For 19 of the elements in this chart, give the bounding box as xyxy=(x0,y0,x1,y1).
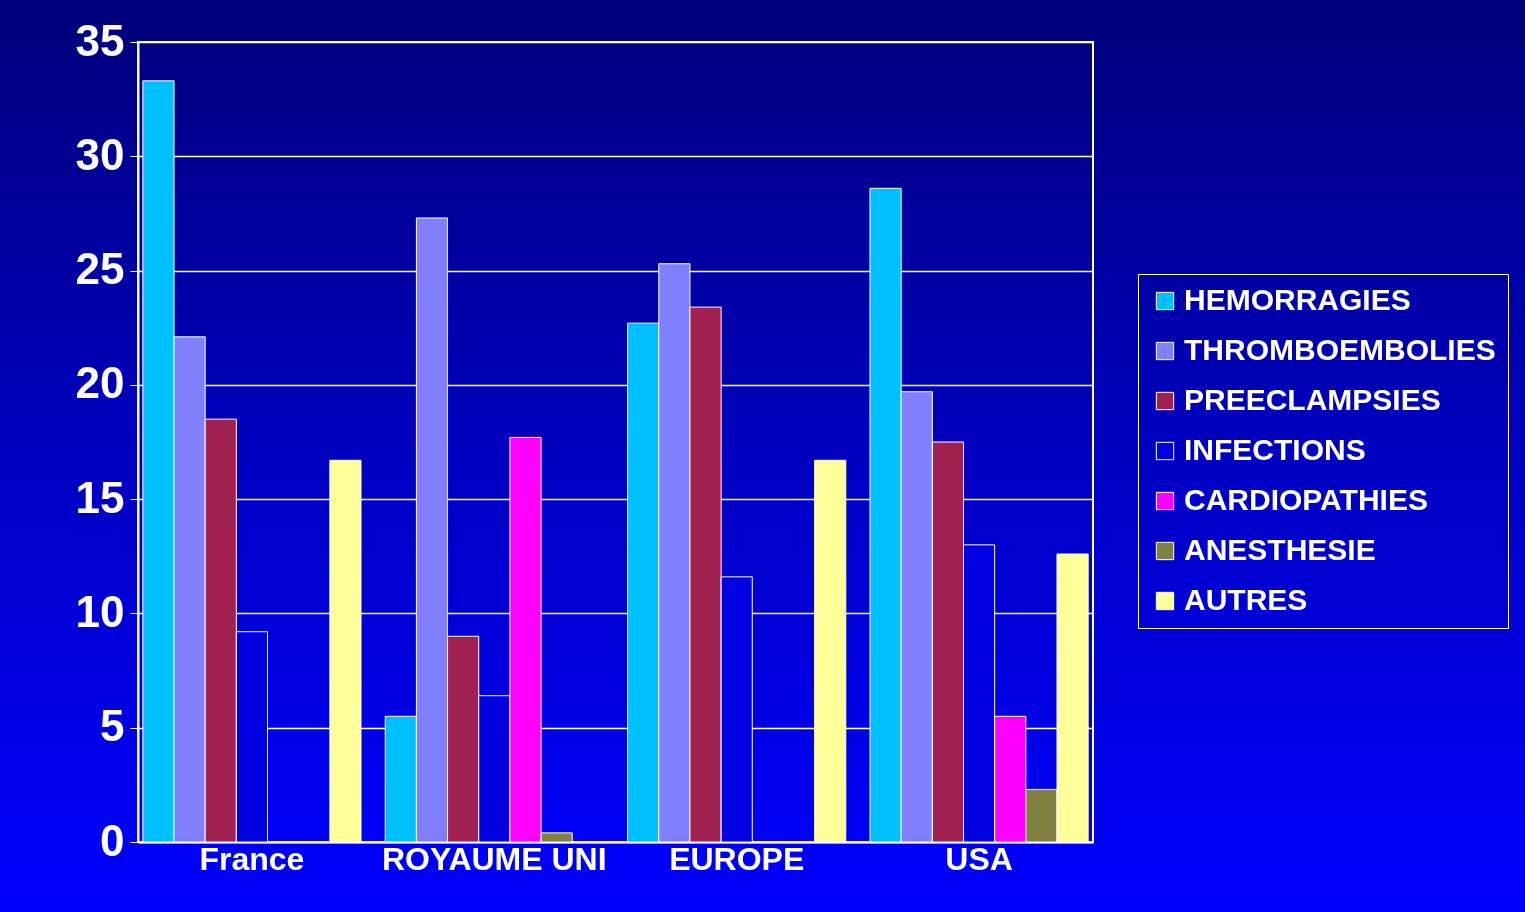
y-tick-label: 35 xyxy=(75,15,125,65)
y-tick-label: 25 xyxy=(75,244,125,294)
x-tick-label: France xyxy=(199,840,305,877)
legend-label: INFECTIONS xyxy=(1184,433,1366,466)
legend-label: ANESTHESIE xyxy=(1184,533,1376,566)
y-tick-label: 20 xyxy=(75,358,125,408)
x-tick-label: ROYAUME UNI xyxy=(381,840,607,877)
legend-label: AUTRES xyxy=(1184,583,1308,616)
x-tick-label: EUROPE xyxy=(669,840,805,877)
x-tick-label: USA xyxy=(945,840,1013,877)
legend-label: THROMBOEMBOLIES xyxy=(1184,333,1496,366)
legend-label: PREECLAMPSIES xyxy=(1184,383,1441,416)
legend-label: HEMORRAGIES xyxy=(1184,283,1411,316)
legend-label: CARDIOPATHIES xyxy=(1184,483,1428,516)
y-tick-label: 30 xyxy=(75,129,125,179)
y-tick-label: 0 xyxy=(100,815,125,865)
y-tick-label: 15 xyxy=(75,472,125,522)
y-tick-label: 5 xyxy=(100,701,125,751)
y-tick-label: 10 xyxy=(75,586,125,636)
